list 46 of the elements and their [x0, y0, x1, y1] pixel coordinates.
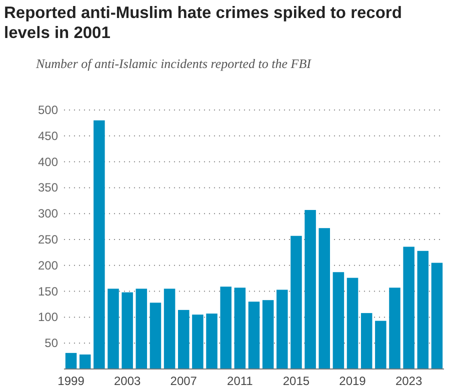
bar [290, 236, 302, 369]
bar [192, 314, 204, 369]
bar [346, 278, 358, 369]
y-tick-label: 500 [38, 103, 58, 117]
bar [389, 288, 400, 369]
x-tick-label: 2011 [227, 374, 254, 388]
chart-title: Reported anti-Muslim hate crimes spiked to record levels in 2001 [4, 4, 402, 42]
y-tick-label: 350 [38, 180, 58, 195]
bar [234, 288, 246, 369]
bar [304, 210, 316, 369]
bar [248, 302, 260, 369]
bar [360, 313, 372, 369]
bar [403, 246, 414, 369]
y-tick-label: 300 [38, 206, 58, 221]
bar [206, 314, 218, 369]
bar [318, 228, 330, 369]
bar [150, 302, 162, 369]
x-tick-label: 2015 [282, 374, 310, 388]
bar [431, 262, 443, 369]
bar [262, 300, 274, 369]
x-tick-label: 2023 [395, 374, 422, 388]
y-tick-label: 400 [38, 154, 58, 169]
bar [164, 288, 176, 369]
bar [276, 290, 288, 369]
y-tick-label: 250 [38, 232, 58, 246]
bar [332, 272, 344, 369]
bar [375, 320, 386, 369]
y-tick-label: 200 [38, 258, 58, 272]
bar [108, 288, 119, 369]
x-tick-label: 2003 [114, 374, 142, 388]
bar [178, 310, 190, 369]
chart-subtitle: Number of anti-Islamic incidents reported to the FBI [35, 56, 312, 71]
bar [136, 288, 148, 369]
bar [220, 286, 232, 369]
bar [417, 250, 429, 369]
x-tick-label: 2019 [339, 374, 366, 388]
y-tick-label: 450 [38, 128, 58, 143]
bar [122, 292, 133, 369]
y-tick-label: 100 [38, 310, 58, 324]
bar [65, 352, 77, 369]
x-tick-label: 2007 [170, 374, 198, 388]
bar [79, 354, 91, 369]
x-tick-label: 1999 [58, 374, 85, 388]
bar [94, 120, 105, 369]
y-tick-label: 50 [44, 336, 58, 350]
y-tick-label: 150 [38, 284, 58, 298]
